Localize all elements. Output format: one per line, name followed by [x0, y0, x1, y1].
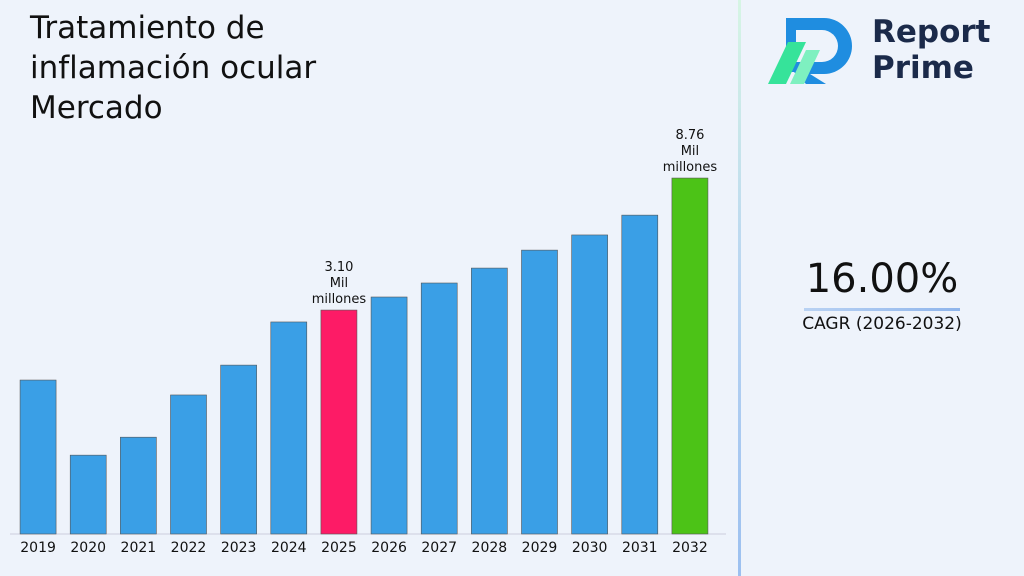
x-tick-label: 2029 [522, 540, 558, 556]
x-tick-label: 2031 [622, 540, 658, 556]
x-tick-label: 2020 [70, 540, 106, 556]
x-tick-label: 2030 [572, 540, 608, 556]
logo-icon [768, 18, 852, 84]
x-tick-label: 2032 [672, 540, 708, 556]
bar [621, 214, 659, 535]
cagr-value: 16.00% [805, 256, 959, 302]
x-tick-label: 2021 [121, 540, 157, 556]
bar [571, 234, 608, 535]
chart: 2019 2020 2021 2022 2023 2024 2025 2026 2027 2028… [10, 177, 726, 556]
x-tick-label: 2023 [221, 540, 257, 556]
bar [120, 436, 157, 535]
bar [19, 379, 57, 535]
x-tick-label: 2028 [472, 540, 508, 556]
x-tick-label: 2024 [271, 540, 307, 556]
cagr-label: CAGR (2026-2032) [802, 314, 962, 334]
x-tick-label: 2026 [371, 540, 407, 556]
bar [420, 282, 458, 535]
brand: Report Prime [872, 14, 991, 86]
brand-line: Report [872, 14, 991, 50]
x-tick-label: 2022 [171, 540, 207, 556]
bar [671, 177, 709, 535]
bar [320, 309, 358, 535]
bar [220, 364, 257, 535]
value-label: 8.76 Mil millones [662, 128, 718, 176]
bar [471, 267, 508, 535]
chart-title: Tratamiento de inflamación ocular Mercad… [30, 10, 317, 126]
value-label: 3.10 Mil millones [311, 260, 367, 308]
cagr-underline [804, 308, 960, 311]
bar [270, 321, 308, 535]
bar [370, 296, 408, 535]
bar [69, 454, 107, 535]
x-tick-label: 2019 [20, 540, 56, 556]
brand-line: Prime [872, 50, 974, 86]
bar [521, 249, 558, 535]
divider [738, 0, 741, 576]
x-tick-label: 2025 [321, 540, 357, 556]
bar [170, 394, 207, 535]
x-tick-label: 2027 [421, 540, 457, 556]
